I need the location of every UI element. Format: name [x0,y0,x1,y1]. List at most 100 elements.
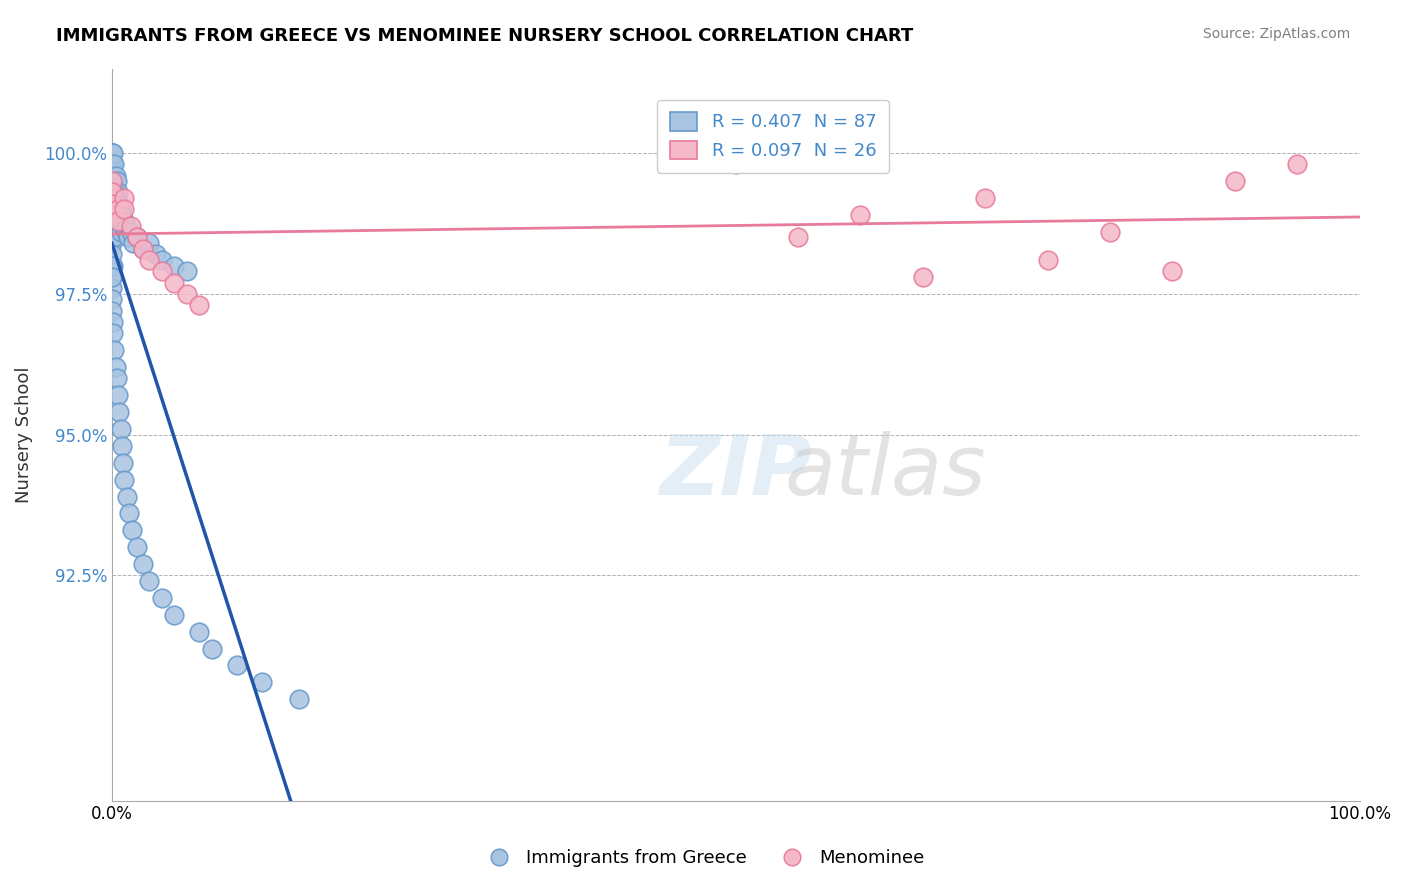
Point [101,259,124,273]
Point [188,624,211,639]
Point [101,179,124,194]
Point [101,146,124,161]
Point [118,507,141,521]
Point [163,607,186,622]
Point [1286,157,1309,171]
Point [150,252,173,267]
Point [101,208,124,222]
Point [107,208,129,222]
Point [132,557,155,571]
Point [104,169,127,183]
Point [101,269,124,284]
Point [103,186,125,200]
Point [105,371,128,385]
Point [117,230,139,244]
Point [112,456,135,470]
Point [724,157,747,171]
Point [101,174,124,188]
Point [1223,174,1246,188]
Point [101,174,124,188]
Point [114,202,136,217]
Point [108,219,131,234]
Point [125,230,148,244]
Point [163,276,186,290]
Point [101,213,124,227]
Text: ZIP: ZIP [659,431,813,512]
Point [103,146,125,161]
Point [110,202,132,217]
Point [103,230,125,244]
Point [114,213,136,227]
Point [225,658,247,673]
Point [121,524,143,538]
Point [115,490,138,504]
Point [138,574,160,588]
Legend: Immigrants from Greece, Menominee: Immigrants from Greece, Menominee [474,842,932,874]
Point [101,196,124,211]
Point [103,230,125,244]
Point [120,219,142,234]
Text: IMMIGRANTS FROM GREECE VS MENOMINEE NURSERY SCHOOL CORRELATION CHART: IMMIGRANTS FROM GREECE VS MENOMINEE NURS… [56,27,914,45]
Point [111,208,134,222]
Point [101,196,124,211]
Point [132,242,155,256]
Point [115,219,138,234]
Point [101,269,124,284]
Point [849,208,872,222]
Point [112,219,135,234]
Point [911,269,934,284]
Point [104,213,127,227]
Point [108,196,131,211]
Point [288,692,311,706]
Point [103,174,125,188]
Point [163,259,186,273]
Point [101,157,124,171]
Point [114,191,136,205]
Point [101,157,124,171]
Point [107,213,129,227]
Point [188,298,211,312]
Point [176,286,198,301]
Point [101,208,124,222]
Point [145,247,167,261]
Point [101,225,124,239]
Point [250,675,273,690]
Point [103,202,125,217]
Point [150,591,173,605]
Point [101,169,124,183]
Point [103,343,125,357]
Point [101,281,124,295]
Text: atlas: atlas [785,431,986,512]
Point [201,641,224,656]
Point [125,230,148,244]
Point [114,225,136,239]
Point [1036,252,1059,267]
Point [150,264,173,278]
Point [138,252,160,267]
Point [101,186,124,200]
Point [101,146,124,161]
Point [974,191,997,205]
Point [103,202,125,217]
Point [110,422,132,436]
Point [101,236,124,251]
Point [108,405,131,419]
Point [103,179,125,194]
Point [111,439,134,453]
Point [101,162,124,177]
Point [103,157,125,171]
Point [120,225,142,239]
Point [107,202,129,217]
Point [1098,225,1121,239]
Point [104,359,127,374]
Point [125,540,148,554]
Point [105,202,128,217]
Point [101,219,124,234]
Point [101,186,124,200]
Point [105,174,128,188]
Point [787,230,810,244]
Point [107,388,129,402]
Point [114,473,136,487]
Legend: R = 0.407  N = 87, R = 0.097  N = 26: R = 0.407 N = 87, R = 0.097 N = 26 [658,100,889,172]
Text: Source: ZipAtlas.com: Source: ZipAtlas.com [1202,27,1350,41]
